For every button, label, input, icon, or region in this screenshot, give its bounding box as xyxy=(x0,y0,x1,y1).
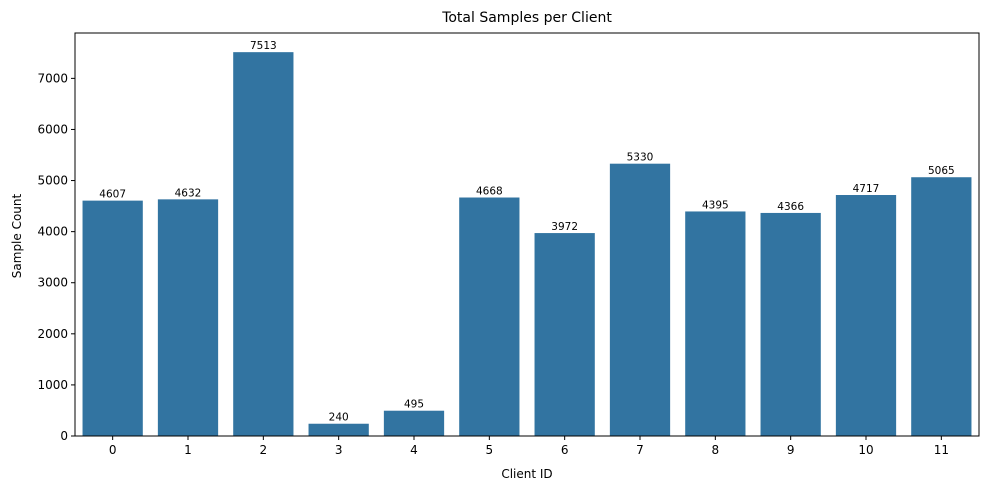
bar-client-4 xyxy=(383,410,445,436)
bar-client-8 xyxy=(685,211,746,436)
x-tick-label: 2 xyxy=(260,443,268,457)
x-tick-label: 0 xyxy=(109,443,117,457)
x-tick-label: 4 xyxy=(410,443,418,457)
data-label-client-6: 3972 xyxy=(551,221,578,233)
data-labels-group: 4607 4632 7513 240 495 4668 3972 5330 4395 4366 47… xyxy=(99,40,954,424)
x-tick-label: 7 xyxy=(636,443,644,457)
y-axis: 0 1000 2000 3000 4000 5000 6000 7000 xyxy=(37,71,75,443)
data-label-client-9: 4366 xyxy=(777,201,804,213)
x-tick-label: 1 xyxy=(184,443,192,457)
bar-client-6 xyxy=(534,233,595,436)
data-label-client-7: 5330 xyxy=(627,152,654,164)
bar-client-10 xyxy=(835,195,897,436)
y-tick-label: 2000 xyxy=(37,327,68,341)
data-label-client-11: 5065 xyxy=(928,165,955,177)
data-label-client-4: 495 xyxy=(404,399,424,411)
y-tick-label: 4000 xyxy=(37,225,68,239)
bar-client-9 xyxy=(760,212,821,436)
bar-client-11 xyxy=(911,177,972,436)
x-tick-label: 3 xyxy=(335,443,343,457)
data-label-client-0: 4607 xyxy=(99,189,126,201)
plot-frame xyxy=(74,32,980,437)
y-tick-label: 5000 xyxy=(37,174,68,188)
data-label-client-8: 4395 xyxy=(702,199,729,211)
bars-group xyxy=(82,52,972,437)
x-tick-label: 5 xyxy=(486,443,494,457)
bar-client-7 xyxy=(609,163,671,436)
bar-client-5 xyxy=(459,197,520,436)
data-label-client-3: 240 xyxy=(329,412,349,424)
x-axis: 0 1 2 3 4 5 6 7 8 9 10 11 xyxy=(109,436,949,457)
y-tick-label: 3000 xyxy=(37,276,68,290)
y-tick-label: 6000 xyxy=(37,122,68,136)
y-tick-label: 1000 xyxy=(37,378,68,392)
bar-client-2 xyxy=(233,52,294,437)
data-label-client-1: 4632 xyxy=(175,187,202,199)
data-label-client-2: 7513 xyxy=(250,40,277,52)
data-label-client-10: 4717 xyxy=(853,183,880,195)
x-axis-label: Client ID xyxy=(501,467,552,481)
bar-client-1 xyxy=(157,199,219,436)
bar-client-3 xyxy=(308,423,369,436)
y-axis-label: Sample Count xyxy=(10,193,24,278)
data-label-client-5: 4668 xyxy=(476,186,503,198)
y-tick-label: 7000 xyxy=(37,71,68,85)
x-tick-label: 6 xyxy=(561,443,569,457)
y-tick-label: 0 xyxy=(60,429,68,443)
bar-client-0 xyxy=(82,200,143,436)
chart-title: Total Samples per Client xyxy=(441,10,612,26)
x-tick-label: 8 xyxy=(712,443,720,457)
x-tick-label: 11 xyxy=(934,443,949,457)
x-tick-label: 9 xyxy=(787,443,795,457)
x-tick-label: 10 xyxy=(858,443,873,457)
